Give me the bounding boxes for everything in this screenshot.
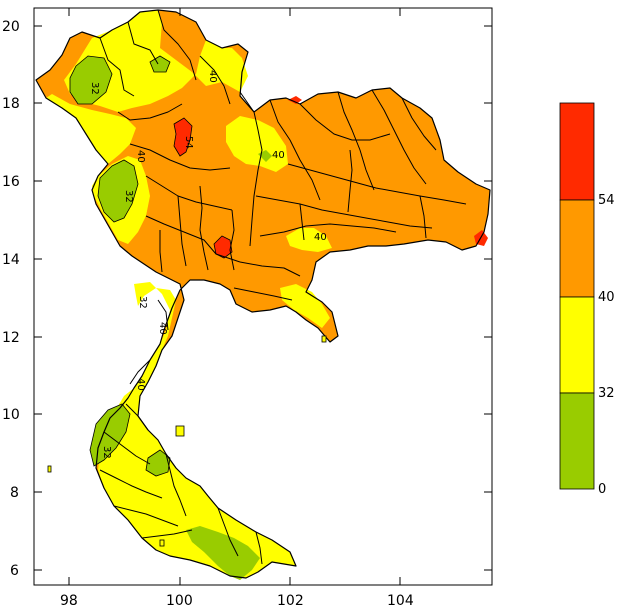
zone-central-yellow [226, 116, 288, 172]
x-tick-label: 104 [387, 593, 414, 609]
zone-northwest-green [70, 56, 112, 104]
zone-west-green [98, 160, 138, 222]
legend-swatch-40-54 [559, 199, 595, 298]
contour-label: 32 [89, 82, 100, 95]
contour-label: 40 [157, 322, 168, 335]
zone-northeast-red [288, 96, 302, 104]
zone-north-small-green [150, 56, 170, 72]
x-tick-label: 100 [166, 593, 193, 609]
legend-tick-label: 0 [598, 482, 606, 497]
x-tick-label: 98 [60, 593, 78, 609]
legend-tick-label: 54 [598, 193, 615, 208]
y-tick-label: 12 [2, 330, 20, 346]
zone-southeast-yellow [280, 284, 330, 328]
contour-lines [69, 55, 233, 477]
country-outline [35, 9, 491, 579]
legend-swatch-0-32 [559, 392, 595, 490]
zone-central-red [214, 236, 232, 258]
color-legend: 54 40 32 0 [559, 102, 615, 497]
contour-label: 40 [272, 150, 285, 161]
legend-swatch-32-40 [559, 296, 595, 394]
contour-label: 32 [123, 190, 134, 203]
y-tick-labels: 20 18 16 14 12 10 8 6 [2, 19, 20, 579]
contour-label: 32 [101, 446, 112, 459]
zone-west-coast-yellow [46, 94, 136, 164]
x-axis [68, 8, 401, 585]
x-tick-label: 102 [277, 593, 304, 609]
y-axis [34, 25, 492, 571]
legend-tick-label: 32 [598, 386, 615, 401]
x-tick-labels: 98 100 102 104 [60, 593, 414, 609]
y-tick-label: 20 [2, 19, 20, 35]
contour-label: 32 [137, 296, 148, 309]
islands [47, 335, 327, 547]
contour-label: 54 [183, 136, 194, 149]
contour-label: 40 [314, 232, 327, 243]
legend-tick-label: 40 [598, 290, 615, 305]
zone-south-small-green [146, 450, 170, 476]
contour-label: 40 [135, 150, 146, 163]
contour-label: 40 [135, 378, 146, 391]
contour-label: 40 [207, 70, 218, 83]
y-tick-label: 16 [2, 174, 20, 190]
legend-swatch-54-plus [559, 102, 595, 201]
contour-labels: 40 40 32 32 40 40 32 40 40 32 54 [89, 70, 327, 459]
y-tick-label: 6 [10, 563, 19, 579]
green-zones [70, 56, 272, 580]
y-tick-label: 10 [2, 407, 20, 423]
zone-east-yellow [286, 228, 332, 252]
zone-isthmus-yellow [98, 282, 296, 578]
province-boundaries [99, 9, 467, 565]
zone-deep-south-green [186, 526, 260, 580]
y-tick-label: 14 [2, 252, 20, 268]
y-tick-label: 8 [10, 485, 19, 501]
y-tick-label: 18 [2, 96, 20, 112]
